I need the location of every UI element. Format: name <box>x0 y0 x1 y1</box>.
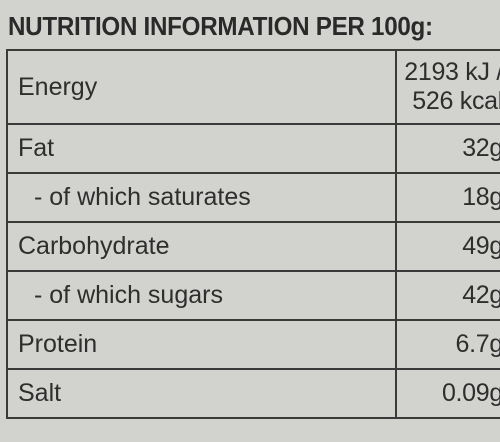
row-value-saturates: 18g <box>395 172 500 223</box>
row-value-sugars: 42g <box>395 270 500 321</box>
nutrition-title: NUTRITION INFORMATION PER 100g: <box>8 11 433 41</box>
nutrition-table: Energy 2193 kJ / 526 kcal Fat 32g - of w… <box>6 49 500 419</box>
row-label-carbohydrate: Carbohydrate <box>6 221 397 272</box>
row-label-protein: Protein <box>6 319 397 370</box>
table-row-sugars: - of which sugars 42g <box>6 270 500 321</box>
table-row-salt: Salt 0.09g <box>6 368 500 419</box>
energy-kj-value: 2193 kJ / <box>404 58 500 86</box>
row-value-salt: 0.09g <box>395 368 500 419</box>
table-row-saturates: - of which saturates 18g <box>6 172 500 223</box>
table-row-fat: Fat 32g <box>6 123 500 174</box>
table-row-energy: Energy 2193 kJ / 526 kcal <box>6 49 500 125</box>
table-row-carbohydrate: Carbohydrate 49g <box>6 221 500 272</box>
row-value-energy: 2193 kJ / 526 kcal <box>395 49 500 125</box>
energy-kcal-value: 526 kcal <box>412 87 500 115</box>
row-value-fat: 32g <box>395 123 500 174</box>
row-label-fat: Fat <box>6 123 397 174</box>
row-value-carbohydrate: 49g <box>395 221 500 272</box>
row-label-saturates: - of which saturates <box>6 172 397 223</box>
row-label-salt: Salt <box>6 368 397 419</box>
table-row-protein: Protein 6.7g <box>6 319 500 370</box>
row-label-sugars: - of which sugars <box>6 270 397 321</box>
row-label-energy: Energy <box>6 49 397 125</box>
row-value-protein: 6.7g <box>395 319 500 370</box>
